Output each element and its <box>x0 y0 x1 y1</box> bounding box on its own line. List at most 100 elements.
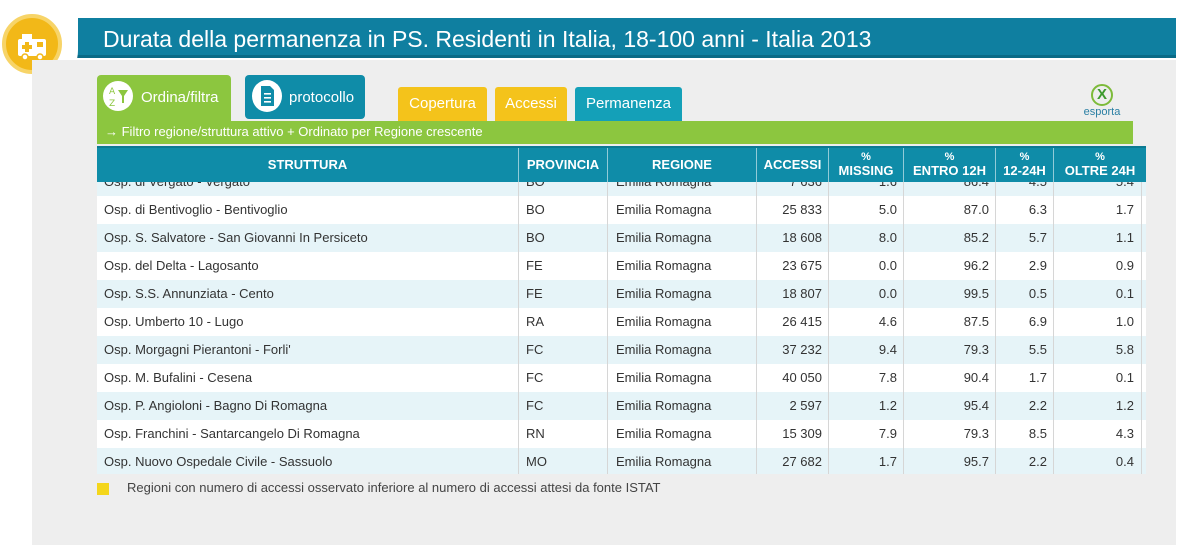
cell-provincia: BO <box>519 182 608 196</box>
table-row[interactable]: Osp. P. Angioloni - Bagno Di Romagna FC Em… <box>97 392 1146 420</box>
cell-entro-12h: 79.3 <box>904 336 996 364</box>
cell-12-24h: 6.9 <box>996 308 1054 336</box>
document-icon <box>252 80 282 112</box>
legend-text: Regioni con numero di accessi osservato … <box>127 480 661 495</box>
cell-12-24h: 5.7 <box>996 224 1054 252</box>
header-1224-pct: % <box>1019 151 1030 163</box>
cell-accessi: 2 597 <box>757 392 829 420</box>
excel-export-icon: X <box>1091 84 1113 106</box>
cell-missing: 1.7 <box>829 448 904 474</box>
cell-struttura: Osp. di Bentivoglio - Bentivoglio <box>97 196 519 224</box>
header-accessi[interactable]: ACCESSI <box>757 148 829 184</box>
svg-text:A: A <box>109 87 116 97</box>
cell-regione: Emilia Romagna <box>608 182 757 196</box>
table-body[interactable]: Osp. di Vergato - VergatoBOEmilia Romagn… <box>97 182 1146 474</box>
cell-struttura: Osp. Nuovo Ospedale Civile - Sassuolo <box>97 448 519 474</box>
cell-entro-12h: 95.4 <box>904 392 996 420</box>
ambulance-icon <box>18 34 46 61</box>
header-missing-label: MISSING <box>838 163 894 178</box>
cell-entro-12h: 85.2 <box>904 224 996 252</box>
logo-area <box>0 0 78 90</box>
ambulance-logo <box>2 14 62 74</box>
cell-struttura: Osp. del Delta - Lagosanto <box>97 252 519 280</box>
cell-oltre-24h: 1.7 <box>1054 196 1142 224</box>
table-row[interactable]: Osp. Umberto 10 - Lugo RA Emilia Romagna 26… <box>97 308 1146 336</box>
title-main: Durata della permanenza in PS. Residenti… <box>103 26 745 52</box>
cell-accessi: 15 309 <box>757 420 829 448</box>
header-1224-label: 12-24H <box>1003 163 1046 178</box>
cell-entro-12h: 87.0 <box>904 196 996 224</box>
cell-provincia: RA <box>519 308 608 336</box>
cell-entro-12h: 79.3 <box>904 420 996 448</box>
export-label: esporta <box>1083 106 1121 118</box>
cell-regione: Emilia Romagna <box>608 224 757 252</box>
cell-regione: Emilia Romagna <box>608 448 757 474</box>
cell-missing: 5.0 <box>829 196 904 224</box>
table-row[interactable]: Osp. S.S. Annunziata - Cento FE Emilia Rom… <box>97 280 1146 308</box>
title-bar: Durata della permanenza in PS. Residenti… <box>70 18 1176 58</box>
cell-12-24h: 2.2 <box>996 448 1054 474</box>
cell-oltre-24h: 0.4 <box>1054 448 1142 474</box>
cell-struttura: Osp. Franchini - Santarcangelo Di Romagn… <box>97 420 519 448</box>
cell-regione: Emilia Romagna <box>608 308 757 336</box>
header-regione[interactable]: REGIONE <box>608 148 757 184</box>
cell-provincia: FE <box>519 252 608 280</box>
header-oltre-label: OLTRE 24H <box>1064 163 1136 178</box>
cell-accessi: 37 232 <box>757 336 829 364</box>
cell-missing: 1.6 <box>829 182 904 196</box>
tab-ordina-label: Ordina/filtra <box>141 89 219 106</box>
cell-missing: 0.0 <box>829 280 904 308</box>
cell-entro-12h: 95.7 <box>904 448 996 474</box>
table-row[interactable]: Osp. di Vergato - VergatoBOEmilia Romagn… <box>97 182 1146 196</box>
table-row[interactable]: Osp. Morgagni Pierantoni - Forli' FC Emili… <box>97 336 1146 364</box>
cell-missing: 7.8 <box>829 364 904 392</box>
table-row[interactable]: Osp. Nuovo Ospedale Civile - Sassuolo MO E… <box>97 448 1146 474</box>
cell-oltre-24h: 0.1 <box>1054 280 1142 308</box>
cell-struttura: Osp. P. Angioloni - Bagno Di Romagna <box>97 392 519 420</box>
header-entro-12h[interactable]: % ENTRO 12H <box>904 148 996 184</box>
tab-ordina-filtra[interactable]: A Z Ordina/filtra <box>97 75 231 123</box>
tab-permanenza[interactable]: Permanenza <box>575 87 682 123</box>
header-struttura[interactable]: STRUTTURA <box>97 148 519 184</box>
cell-provincia: BO <box>519 224 608 252</box>
tab-accessi[interactable]: Accessi <box>495 87 567 123</box>
cell-oltre-24h: 4.3 <box>1054 420 1142 448</box>
cell-provincia: RN <box>519 420 608 448</box>
cell-struttura: Osp. M. Bufalini - Cesena <box>97 364 519 392</box>
cell-provincia: FC <box>519 336 608 364</box>
cell-missing: 0.0 <box>829 252 904 280</box>
cell-12-24h: 4.5 <box>996 182 1054 196</box>
cell-entro-12h: 90.4 <box>904 364 996 392</box>
table-row[interactable]: Osp. M. Bufalini - Cesena FC Emilia Romagn… <box>97 364 1146 392</box>
cell-provincia: FC <box>519 364 608 392</box>
tab-copertura[interactable]: Copertura <box>398 87 487 123</box>
cell-regione: Emilia Romagna <box>608 392 757 420</box>
cell-entro-12h: 99.5 <box>904 280 996 308</box>
cell-regione: Emilia Romagna <box>608 364 757 392</box>
cell-12-24h: 6.3 <box>996 196 1054 224</box>
export-button[interactable]: X esporta <box>1076 84 1128 120</box>
cell-oltre-24h: 0.1 <box>1054 364 1142 392</box>
header-oltre-24h[interactable]: % OLTRE 24H <box>1054 148 1146 184</box>
cell-accessi: 26 415 <box>757 308 829 336</box>
header-provincia[interactable]: PROVINCIA <box>519 148 608 184</box>
cell-struttura: Osp. Umberto 10 - Lugo <box>97 308 519 336</box>
table-row[interactable]: Osp. S. Salvatore - San Giovanni In Pers… <box>97 224 1146 252</box>
header-entro-label: ENTRO 12H <box>913 163 986 178</box>
table-row[interactable]: Osp. Franchini - Santarcangelo Di Romagn… <box>97 420 1146 448</box>
table-row[interactable]: Osp. del Delta - Lagosanto FE Emilia Romag… <box>97 252 1146 280</box>
cell-oltre-24h: 1.1 <box>1054 224 1142 252</box>
tab-protocollo[interactable]: protocollo <box>245 75 365 119</box>
cell-accessi: 7 636 <box>757 182 829 196</box>
cell-provincia: MO <box>519 448 608 474</box>
cell-regione: Emilia Romagna <box>608 252 757 280</box>
header-missing[interactable]: % MISSING <box>829 148 904 184</box>
table-row[interactable]: Osp. di Bentivoglio - Bentivoglio BO Emili… <box>97 196 1146 224</box>
cell-struttura: Osp. S.S. Annunziata - Cento <box>97 280 519 308</box>
header-missing-pct: % <box>861 151 871 163</box>
header-12-24h[interactable]: % 12-24H <box>996 148 1054 184</box>
cell-entro-12h: 96.2 <box>904 252 996 280</box>
cell-regione: Emilia Romagna <box>608 420 757 448</box>
cell-oltre-24h: 0.9 <box>1054 252 1142 280</box>
cell-oltre-24h: 5.8 <box>1054 336 1142 364</box>
